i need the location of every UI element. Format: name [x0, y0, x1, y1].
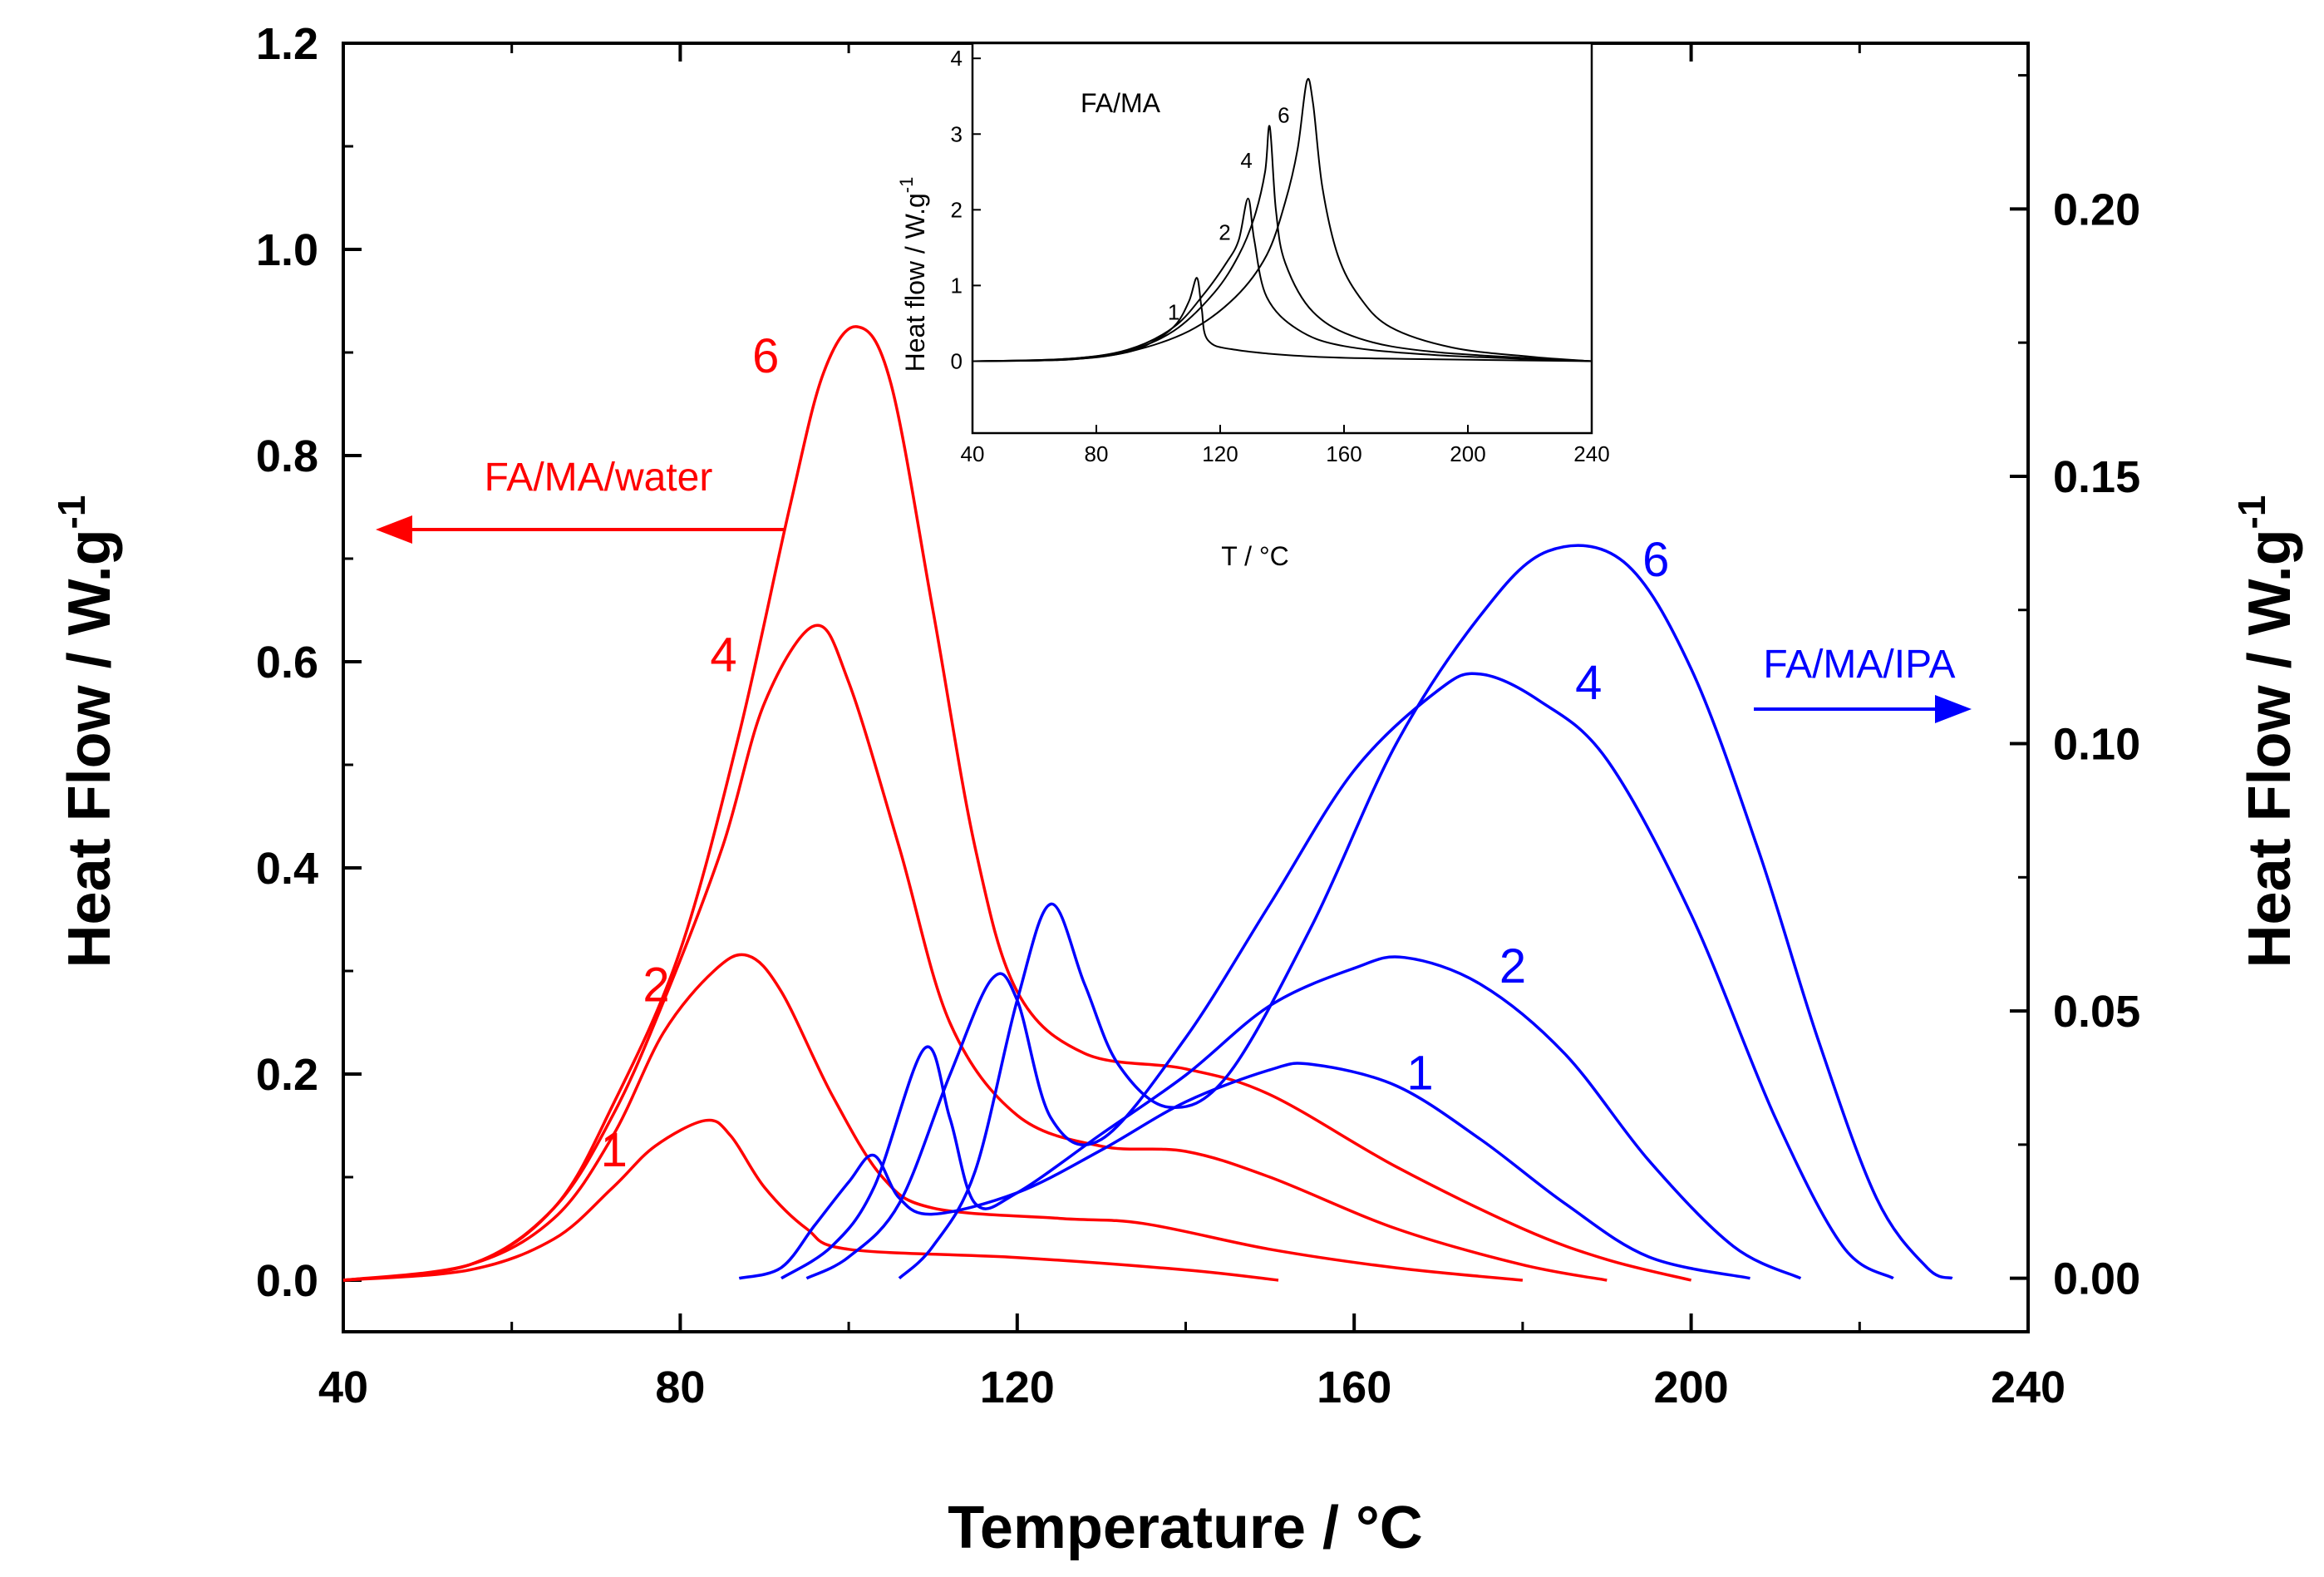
inset-x-tick-label: 40 — [961, 441, 985, 466]
x-tick-label: 80 — [655, 1363, 705, 1412]
inset-y-tick-label: 0 — [951, 348, 963, 373]
inset-y-tick-label: 1 — [951, 273, 963, 298]
inset-x-tick-label: 200 — [1450, 441, 1485, 466]
series-line-ipa-4 — [805, 672, 1894, 1280]
curve-label-ipa-4: 4 — [1575, 656, 1602, 710]
inset-axis-ticks: 40 80 120 160 200 240 0 1 2 3 4 — [951, 46, 1610, 466]
x-tick-label: 240 — [1991, 1363, 2066, 1412]
y-left-tick-label: 0.4 — [256, 844, 318, 894]
x-tick-label: 40 — [318, 1363, 368, 1412]
inset-curve-label-4: 4 — [1240, 148, 1252, 173]
inset-series-line-6 — [972, 77, 1593, 362]
series-line-ipa-6 — [898, 544, 1953, 1280]
curve-label-ipa-1: 1 — [1406, 1046, 1433, 1100]
curve-label-water-2: 2 — [643, 958, 669, 1012]
y-axis-title-left: Heat Flow / W.g-1 — [50, 495, 123, 968]
inset-frame — [971, 42, 1593, 435]
y-left-tick-label: 0.6 — [256, 638, 318, 687]
y-right-tick-label: 0.15 — [2053, 452, 2140, 502]
series-line-water-6 — [342, 325, 1692, 1282]
y-left-tick-label: 0.2 — [256, 1050, 318, 1100]
x-tick-label: 200 — [1654, 1363, 1729, 1412]
annotation-fa-ma-water: FA/MA/water — [485, 456, 713, 500]
y-left-tick-label: 0.8 — [256, 431, 318, 481]
y-right-tick-label: 0.00 — [2053, 1254, 2140, 1304]
annotation-fa-ma-ipa: FA/MA/IPA — [1763, 643, 1955, 687]
inset-curve-label-1: 1 — [1168, 299, 1179, 324]
y-right-tick-label: 0.10 — [2053, 720, 2140, 770]
curve-label-water-6: 6 — [752, 329, 779, 383]
curve-label-ipa-2: 2 — [1499, 939, 1526, 993]
inset-y-tick-label: 2 — [951, 197, 963, 222]
inset-y-tick-label: 4 — [951, 46, 963, 71]
inset-title: FA/MA — [1081, 88, 1161, 118]
y-left-tick-label: 1.0 — [256, 225, 318, 275]
main-axis-ticks: 40 80 120 160 200 2400.00.20.40.60.81.01.20.0… — [256, 19, 2140, 1412]
inset-x-tick-label: 80 — [1085, 441, 1109, 466]
inset-curve-label-2: 2 — [1219, 220, 1230, 245]
curve-label-water-4: 4 — [710, 628, 736, 683]
curve-label-ipa-6: 6 — [1642, 533, 1669, 587]
inset-x-tick-label: 120 — [1202, 441, 1238, 466]
inset-curves: 1 2 4 6 — [972, 77, 1593, 362]
inset-x-axis-title: T / °C — [1221, 541, 1289, 571]
x-tick-label: 120 — [980, 1363, 1055, 1412]
inset-y-axis-title: Heat flow / W.g-1 — [896, 177, 930, 372]
inset-x-tick-label: 240 — [1573, 441, 1609, 466]
series-line-ipa-1 — [738, 1062, 1750, 1280]
y-left-tick-label: 0.0 — [256, 1256, 318, 1306]
x-axis-title: Temperature / °C — [948, 1495, 1423, 1561]
x-tick-label: 160 — [1317, 1363, 1391, 1412]
right-arrow — [1754, 695, 1972, 723]
y-left-tick-label: 1.2 — [256, 19, 318, 69]
series-line-water-2 — [342, 953, 1524, 1282]
y-right-tick-label: 0.05 — [2053, 987, 2140, 1037]
series-line-ipa-2 — [780, 955, 1802, 1280]
series-line-water-4 — [342, 623, 1608, 1282]
inset-series-line-4 — [972, 125, 1593, 362]
y-right-tick-label: 0.20 — [2053, 185, 2140, 234]
y-axis-title-right: Heat Flow / W.g-1 — [2230, 495, 2303, 968]
left-arrow — [376, 515, 785, 544]
inset-curve-label-6: 6 — [1278, 103, 1289, 128]
inset-y-tick-label: 3 — [951, 121, 963, 146]
inset-x-tick-label: 160 — [1326, 441, 1361, 466]
series-line-water-1 — [342, 1118, 1279, 1282]
